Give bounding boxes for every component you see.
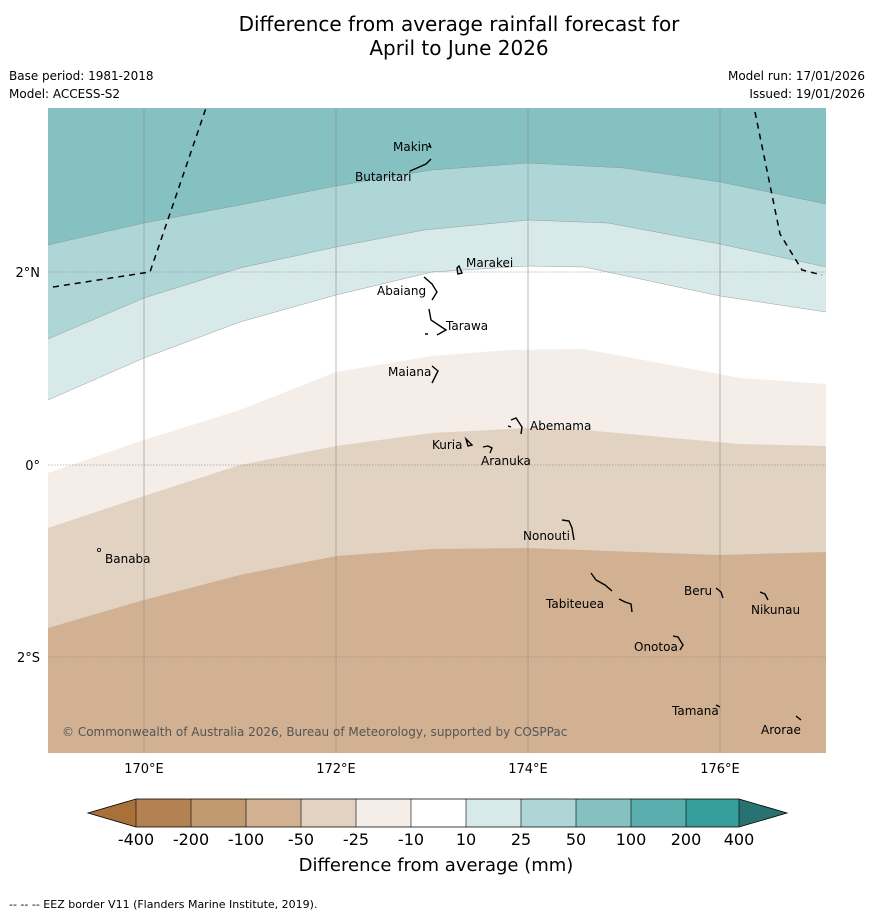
makin-outline [427,142,432,149]
longitude-tick-labels: 170°E 172°E 174°E 176°E [124,762,740,777]
map-area: Makin Butaritari Marakei Abaiang Tarawa … [47,107,827,753]
cb-label-7: 10 [456,830,476,849]
title-line-1: Difference from average rainfall forecas… [238,12,680,36]
label-nonouti: Nonouti [523,529,570,543]
cb-label-10: 100 [616,830,647,849]
tabiteuea-south-outline [618,598,633,613]
cb-label-5: -25 [343,830,369,849]
colorbar-seg-1 [136,799,191,827]
lon-tick-176e: 176°E [700,762,740,777]
cb-label-1: -400 [118,830,154,849]
colorbar-seg-9 [576,799,631,827]
onotoa-outline [672,635,684,651]
label-kuria: Kuria [432,438,463,452]
lon-tick-172e: 172°E [316,762,356,777]
lat-tick-2n: 2°N [16,266,41,281]
colorbar-labels: -400 -200 -100 -50 -25 -10 10 25 50 100 … [118,830,754,849]
kuria-outline [464,436,474,447]
meta-left: Base period: 1981-2018 Model: ACCESS-S2 [9,67,154,103]
map-title: Difference from average rainfall forecas… [0,12,873,60]
lat-tick-0: 0° [25,459,40,474]
nonouti-outline [561,519,575,541]
issued-date: Issued: 19/01/2026 [749,87,865,101]
cb-label-3: -100 [228,830,264,849]
label-abaiang: Abaiang [377,284,426,298]
cb-label-2: -200 [173,830,209,849]
label-tarawa: Tarawa [445,319,488,333]
cb-label-6: -10 [398,830,424,849]
model-run: Model run: 17/01/2026 [727,69,865,83]
aranuka-outline [482,445,493,454]
model-name: Model: ACCESS-S2 [9,87,121,101]
latitude-gridlines [48,271,826,658]
colorbar-low-arrow [88,799,136,827]
nikunau-outline [759,591,769,601]
colorbar-seg-11 [686,799,739,827]
colorbar-high-arrow [739,799,787,827]
band-plus-50 [48,108,826,245]
colorbar-title: Difference from average (mm) [299,855,574,876]
colorbar-seg-8 [521,799,576,827]
colorbar: -400 -200 -100 -50 -25 -10 10 25 50 100 … [86,798,789,876]
meta-right: Model run: 17/01/2026 Issued: 19/01/2026 [728,67,865,103]
lat-tick-2s: 2°S [17,651,40,666]
label-tamana: Tamana [671,704,719,718]
label-marakei: Marakei [466,256,513,270]
label-abemama: Abemama [530,419,591,433]
abaiang-outline [423,276,438,301]
cb-label-8: 25 [511,830,531,849]
tarawa-outline [425,308,448,336]
copyright-notice: © Commonwealth of Australia 2026, Bureau… [62,725,567,739]
eez-border [52,107,823,288]
lon-tick-174e: 174°E [508,762,548,777]
latitude-tick-labels: 2°N 0° 2°S [16,266,41,666]
marakei-outline [456,264,463,275]
label-nikunau: Nikunau [751,603,800,617]
label-beru: Beru [684,584,712,598]
colorbar-seg-10 [631,799,686,827]
banaba-outline [97,548,102,553]
island-labels: Makin Butaritari Marakei Abaiang Tarawa … [105,140,801,737]
island-outlines [409,142,802,721]
maiana-outline [431,365,439,384]
butaritari-outline [409,158,432,172]
colorbar-seg-5 [356,799,411,827]
label-onotoa: Onotoa [634,640,678,654]
colorbar-dividers [135,799,740,827]
lon-tick-170e: 170°E [124,762,164,777]
label-maiana: Maiana [388,365,431,379]
label-aranuka: Aranuka [481,454,531,468]
base-period: Base period: 1981-2018 [9,69,154,83]
cb-label-12: 400 [724,830,755,849]
label-makin: Makin [393,140,429,154]
cb-label-11: 200 [671,830,702,849]
colorbar-seg-6 [411,799,466,827]
title-line-2: April to June 2026 [369,36,549,60]
label-butaritari: Butaritari [355,170,412,184]
cb-label-9: 50 [566,830,586,849]
eez-legend: -- -- -- EEZ border V11 (Flanders Marine… [9,898,318,911]
colorbar-seg-4 [301,799,356,827]
tabiteuea-north-outline [590,572,613,592]
colorbar-seg-2 [191,799,246,827]
label-tabiteuea: Tabiteuea [545,597,604,611]
colorbar-seg-3 [246,799,301,827]
label-banaba: Banaba [105,552,151,566]
colorbar-seg-7 [466,799,521,827]
abemama-outline [507,417,523,435]
tamana-outline [715,704,721,708]
label-arorae: Arorae [761,723,801,737]
arorae-outline [795,715,802,721]
beru-outline [715,587,724,599]
gridlines [143,108,721,753]
cb-label-4: -50 [288,830,314,849]
